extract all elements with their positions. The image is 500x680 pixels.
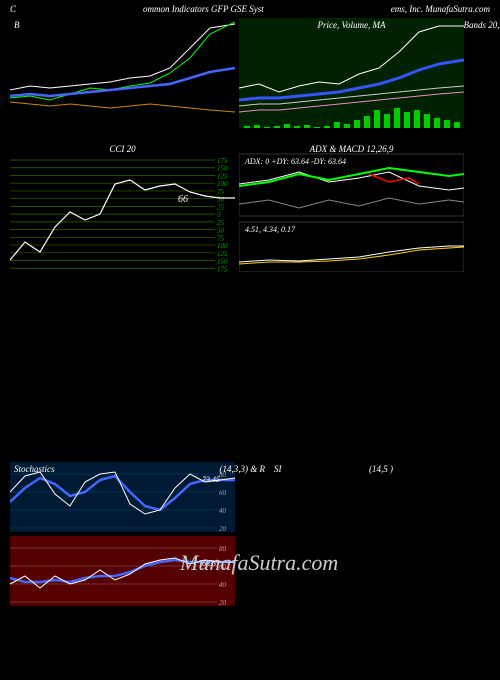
svg-text:66: 66	[178, 194, 188, 205]
stochastics-chart: Stochastics (14,3,3) & R 8060402073.45	[10, 462, 235, 532]
header-left: C	[10, 4, 16, 14]
row-1: B Price, Volume, MA Bands 20,2	[0, 18, 500, 128]
stoch-title-right: (14,3,3) & R	[220, 464, 266, 474]
rsi-header: SI (14,5 )	[239, 462, 464, 532]
svg-text:ADX: 0 +DY: 63.64 -DY: 63: ADX: 0 +DY: 63.64 -DY: 63.64	[244, 157, 346, 166]
adx-macd-title: ADX & MACD 12,26,9	[310, 144, 394, 154]
header-center: ommon Indicators GFP GSE Syst	[143, 4, 264, 14]
svg-text:60: 60	[219, 489, 227, 497]
watermark: MunafaSutra.com	[180, 550, 338, 576]
bollinger-title-left: B	[14, 20, 20, 30]
page-header: C ommon Indicators GFP GSE Syst ems, Inc…	[0, 0, 500, 18]
cci-chart: CCI 20 175150125100755025025507510012515…	[10, 142, 235, 272]
svg-text:20: 20	[219, 599, 227, 606]
bollinger-chart: B	[10, 18, 235, 128]
svg-text:73.45: 73.45	[202, 475, 220, 484]
row-3: Stochastics (14,3,3) & R 8060402073.45 S…	[0, 462, 500, 532]
svg-text:4.51, 4.34, 0.17: 4.51, 4.34, 0.17	[245, 225, 296, 234]
stoch-title-left: Stochastics	[14, 464, 55, 474]
adx-macd-chart: ADX & MACD 12,26,9 ADX: 0 +DY: 63.64 -DY…	[239, 142, 464, 272]
rsi-title-left: SI	[274, 464, 282, 474]
svg-text:40: 40	[219, 507, 227, 515]
svg-text:175: 175	[217, 265, 228, 272]
bollinger-title-right: Bands 20,2	[464, 20, 500, 30]
price-ma-chart: Price, Volume, MA Bands 20,2	[239, 18, 464, 128]
cci-title: CCI 20	[109, 144, 135, 154]
header-right: ems, Inc. MunafaSutra.com	[391, 4, 490, 14]
row-2: CCI 20 175150125100755025025507510012515…	[0, 142, 500, 272]
rsi-title-right: (14,5 )	[369, 464, 393, 474]
price-ma-title: Price, Volume, MA	[318, 20, 386, 30]
svg-text:40: 40	[219, 581, 227, 589]
svg-text:20: 20	[219, 525, 227, 532]
